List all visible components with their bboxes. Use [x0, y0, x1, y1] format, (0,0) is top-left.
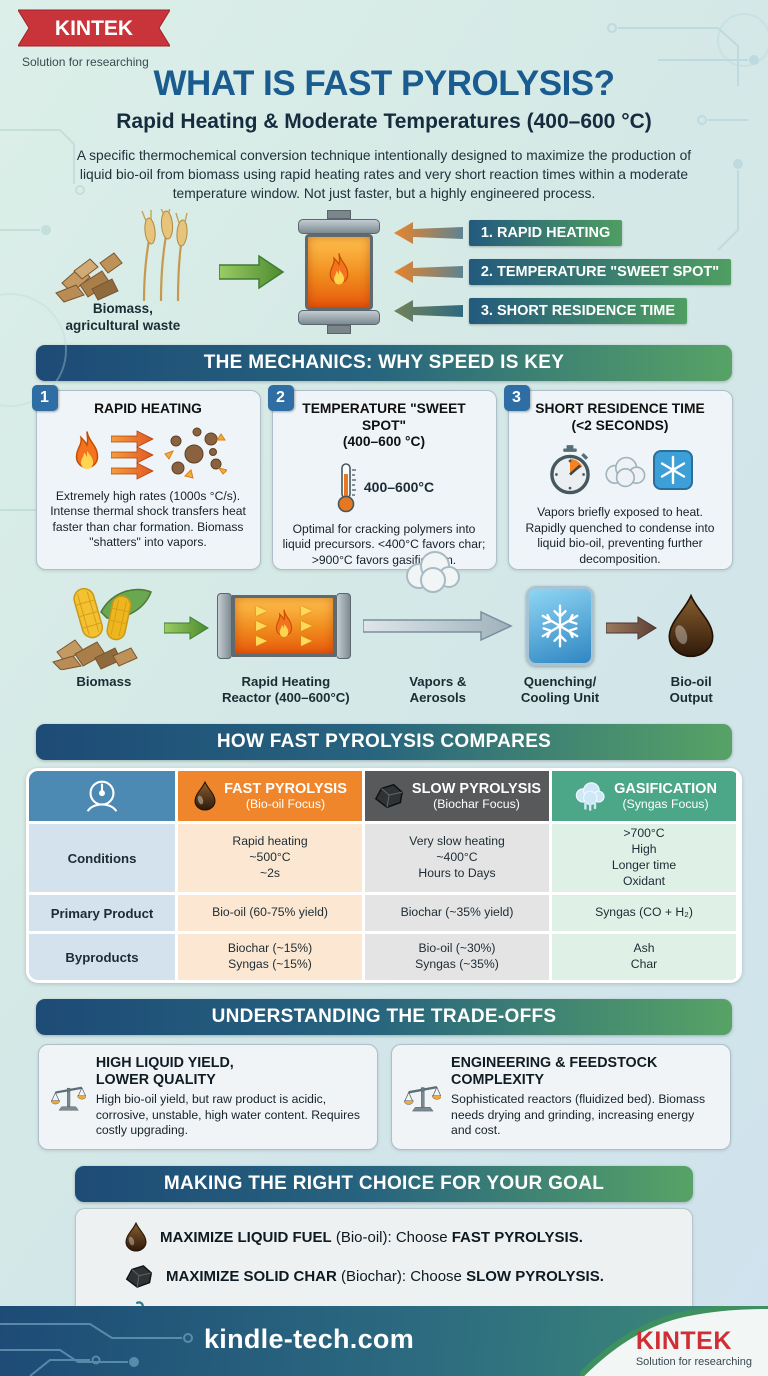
- reactor-callouts: 1. RAPID HEATING 2. TEMPERATURE "SWEET S…: [393, 220, 732, 325]
- card-residence-time: 3 SHORT RESIDENCE TIME (<2 SECONDS): [503, 385, 733, 571]
- oil-droplet-icon: [668, 593, 714, 658]
- callout-rapid-heating: 1. RAPID HEATING: [393, 220, 731, 247]
- char-lump-icon: [374, 784, 403, 809]
- choice-liquid-fuel: MAXIMIZE LIQUID FUEL (Bio-oil): Choose F…: [96, 1222, 672, 1252]
- feedstock-illustration: Biomass, agricultural waste: [37, 209, 209, 335]
- slow-pyrolysis-header: SLOW PYROLYSIS (Biochar Focus): [365, 771, 549, 822]
- page-title: WHAT IS FAST PYROLYSIS?: [153, 64, 615, 103]
- number-badge: 1: [31, 385, 58, 412]
- snowflake-tile-icon: [653, 450, 693, 491]
- curved-arrow-icon: [393, 222, 463, 245]
- number-badge: 3: [503, 385, 530, 412]
- tradeoffs-banner: UNDERSTANDING THE TRADE-OFFS: [36, 999, 732, 1036]
- kintek-logo: KINTEK Solution for researching: [17, 8, 178, 69]
- oil-droplet-icon: [125, 1222, 147, 1252]
- flame-icon: [275, 609, 292, 637]
- table-cell: Bio-oil (60-75% yield): [178, 895, 362, 932]
- card-temperature: 2 TEMPERATURE "SWEET SPOT" (400–600 °C) 4…: [267, 385, 497, 571]
- shatter-particles-icon: [164, 427, 227, 479]
- row-label: Conditions: [29, 824, 175, 893]
- table-cell: Ash Char: [552, 934, 736, 981]
- biomass-corn-icon: [51, 588, 152, 671]
- flow-step-reactor: Rapid Heating Reactor (400–600°C): [216, 582, 355, 706]
- droplet-icon: [194, 780, 216, 811]
- tradeoff-cards: HIGH LIQUID YIELD, LOWER QUALITY High bi…: [0, 1044, 768, 1151]
- thermometer-icon: 400–600°C: [334, 458, 434, 516]
- table-cell: Syngas (CO + H₂): [552, 895, 736, 932]
- kintek-ribbon-icon: KINTEK: [17, 9, 171, 47]
- row-label: Byproducts: [29, 934, 175, 981]
- reactor-vessel: [295, 210, 383, 335]
- kintek-footer-logo: KINTEK Solution for researching: [635, 1327, 752, 1369]
- number-badge: 2: [267, 385, 294, 412]
- gas-cloud-icon: [575, 782, 605, 812]
- green-arrow-icon: [163, 616, 209, 640]
- page-subtitle: Rapid Heating & Moderate Temperatures (4…: [116, 110, 652, 133]
- choice-banner: MAKING THE RIGHT CHOICE FOR YOUR GOAL: [75, 1166, 693, 1203]
- callout-residence-time: 3. SHORT RESIDENCE TIME: [393, 298, 731, 325]
- callout-sweet-spot: 2. TEMPERATURE "SWEET SPOT": [393, 259, 732, 286]
- flow-step-quench: Quenching/ Cooling Unit: [521, 582, 599, 706]
- curved-arrow-icon: [393, 300, 463, 323]
- table-cell: Biochar (~35% yield): [365, 895, 549, 932]
- table-cell: Biochar (~15%) Syngas (~15%): [178, 934, 362, 981]
- thermometer-reading: 400–600°C: [363, 478, 435, 495]
- curved-arrow-icon: [393, 261, 463, 284]
- header: WHAT IS FAST PYROLYSIS? Rapid Heating & …: [0, 0, 768, 203]
- choice-solid-char: MAXIMIZE SOLID CHAR (Biochar): Choose SL…: [96, 1264, 672, 1289]
- reactor-horizontal-icon: [216, 588, 355, 664]
- logo-tagline: Solution for researching: [22, 55, 149, 69]
- table-cell: >700°C High Longer time Oxidant: [552, 824, 736, 893]
- footer-wedge: [580, 1306, 768, 1376]
- callout-label: 1. RAPID HEATING: [468, 220, 623, 247]
- mechanics-cards: 1 RAPID HEATING: [0, 385, 768, 571]
- table-cell: Rapid heating ~500°C ~2s: [178, 824, 362, 893]
- table-cell: Very slow heating ~400°C Hours to Days: [365, 824, 549, 893]
- intro-diagram: Biomass, agricultural waste 1. RAPID HEAT…: [0, 209, 768, 335]
- green-arrow-icon: [218, 254, 285, 290]
- stopwatch-vapor-snowflake-icon: [517, 438, 724, 502]
- website-link[interactable]: kindle-tech.com: [203, 1324, 415, 1354]
- svg-text:KINTEK: KINTEK: [55, 17, 133, 40]
- footer-bar: kindle-tech.com KINTEK Solution for rese…: [0, 1306, 768, 1376]
- compare-banner: HOW FAST PYROLYSIS COMPARES: [36, 724, 732, 761]
- gasification-header: GASIFICATION (Syngas Focus): [552, 771, 736, 822]
- process-flow: Biomass Rapid Heating: [0, 551, 768, 714]
- fast-pyrolysis-header: FAST PYROLYSIS (Bio-oil Focus): [178, 771, 362, 822]
- stopwatch-icon: [550, 445, 590, 495]
- table-cell: Bio-oil (~30%) Syngas (~35%): [365, 934, 549, 981]
- balance-scale-icon: [403, 1086, 442, 1112]
- gray-arrow-icon: [362, 610, 513, 642]
- snowflake-unit-icon: [526, 586, 594, 667]
- char-lump-icon: [125, 1265, 153, 1288]
- page-description: A specific thermochemical conversion tec…: [76, 148, 692, 202]
- flame-shatter-icon: [45, 422, 252, 486]
- reactor-flame-icon: [304, 234, 373, 310]
- flow-step-bio-oil: Bio-oil Output: [665, 582, 717, 706]
- brown-arrow-icon: [605, 616, 658, 640]
- feedstock-label: Biomass, agricultural waste: [65, 301, 181, 334]
- flow-step-vapors: Vapors & Aerosols: [362, 551, 514, 706]
- vapor-puff-icon: [605, 456, 646, 488]
- callout-label: 2. TEMPERATURE "SWEET SPOT": [468, 259, 732, 286]
- callout-label: 3. SHORT RESIDENCE TIME: [468, 298, 688, 325]
- vapor-cloud-icon: [405, 551, 460, 594]
- balance-scale-icon: [50, 1086, 86, 1111]
- comparison-table: FAST PYROLYSIS (Bio-oil Focus) SLOW PYROL…: [26, 768, 742, 984]
- row-label: Primary Product: [29, 895, 175, 932]
- gauge-icon: [29, 771, 175, 822]
- heat-arrows-icon: [111, 429, 154, 480]
- card-rapid-heating: 1 RAPID HEATING: [31, 385, 261, 571]
- tradeoff-card-yield: HIGH LIQUID YIELD, LOWER QUALITY High bi…: [37, 1044, 378, 1151]
- biomass-wheat-icon: [55, 209, 188, 303]
- mechanics-banner: THE MECHANICS: WHY SPEED IS KEY: [36, 345, 732, 382]
- flow-step-biomass: Biomass: [51, 582, 157, 690]
- tradeoff-card-complexity: ENGINEERING & FEEDSTOCK COMPLEXITY Sophi…: [390, 1044, 731, 1151]
